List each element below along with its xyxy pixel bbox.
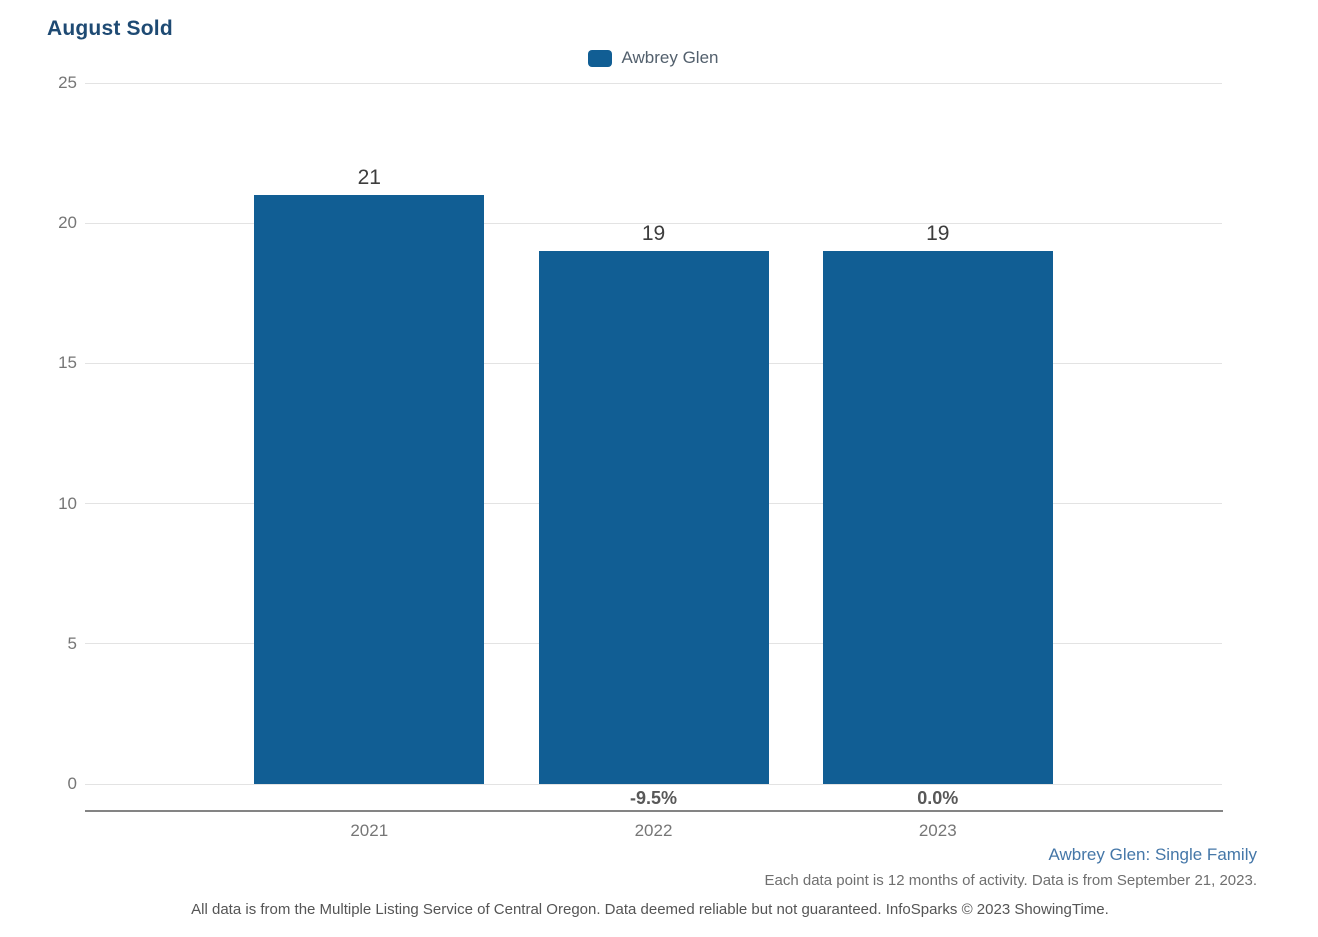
x-tick-label-2022: 2022	[634, 821, 673, 840]
series-note-link[interactable]: Awbrey Glen: Single Family	[1048, 845, 1258, 864]
percent-change-row: -9.5% 0.0%	[85, 787, 1222, 809]
bar-value-label-2022: 19	[641, 222, 666, 246]
plot-area: 21 19 19	[85, 82, 1222, 785]
gridline-20	[85, 222, 1222, 224]
gridline-25	[85, 82, 1222, 84]
y-tick-label-0: 0	[67, 774, 77, 793]
y-tick-label-10: 10	[58, 493, 77, 513]
y-tick-label-25: 25	[58, 73, 77, 92]
pct-change-label-2022: -9.5%	[629, 788, 678, 808]
bar-2022[interactable]	[538, 251, 769, 784]
pct-change-label-2023: 0.0%	[917, 788, 959, 808]
legend: Awbrey Glen	[85, 48, 1222, 68]
x-axis-line	[85, 810, 1223, 812]
legend-swatch-icon[interactable]	[588, 49, 613, 67]
x-axis-labels: 2021 2022 2023	[85, 820, 1222, 842]
bar-value-label-2021: 21	[357, 166, 381, 190]
y-axis-labels: 0 5 10 15 20 25	[0, 73, 77, 793]
bar-value-label-2023: 19	[926, 222, 950, 246]
x-tick-label-2021: 2021	[350, 821, 389, 840]
legend-label[interactable]: Awbrey Glen	[621, 48, 719, 67]
bar-2023[interactable]	[822, 251, 1053, 784]
x-tick-label-2023: 2023	[918, 821, 957, 840]
data-note: Each data point is 12 months of activity…	[764, 872, 1257, 889]
disclaimer-text: All data is from the Multiple Listing Se…	[191, 901, 1109, 918]
y-tick-label-5: 5	[67, 633, 77, 653]
chart-title: August Sold	[47, 17, 173, 40]
gridline-0	[85, 783, 1222, 785]
y-tick-label-20: 20	[58, 213, 77, 233]
y-tick-label-15: 15	[58, 353, 77, 373]
bar-2021[interactable]	[254, 195, 485, 784]
